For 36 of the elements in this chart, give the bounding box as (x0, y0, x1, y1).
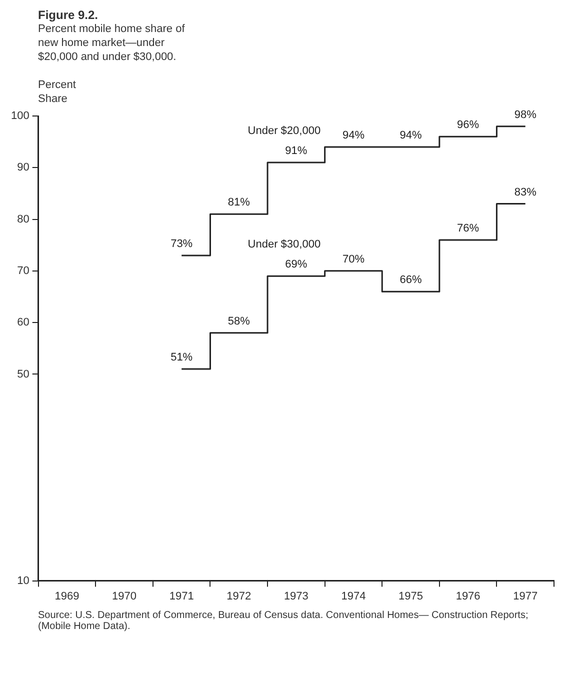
y-tick-label: 90 (17, 162, 30, 174)
x-tick-label: 1970 (112, 590, 137, 602)
y-tick-label: 70 (17, 264, 30, 277)
data-label: 94% (400, 130, 422, 142)
y-tick-label: 10 (17, 574, 30, 587)
data-label: 91% (285, 145, 308, 158)
y-tick-label: 60 (17, 316, 30, 329)
data-label: 69% (285, 258, 308, 271)
data-label: 96% (457, 119, 480, 132)
data-label: 76% (457, 222, 480, 234)
data-label: 66% (400, 274, 422, 286)
x-tick-label: 1975 (398, 590, 424, 602)
data-label: 83% (514, 186, 537, 198)
x-tick-label: 1969 (54, 590, 80, 602)
source-note: Source: U.S. Department of Commerce, Bureau of Census data. Conventional Homes— Construction Reports; (Mobile Home Data). (38, 610, 530, 632)
data-label: 58% (228, 315, 250, 328)
x-tick-label: 1973 (284, 590, 308, 602)
series-label: Under $30,000 (248, 238, 321, 251)
chart-title: Figure 9.2. (38, 8, 100, 22)
y-tick-label: 100 (10, 110, 30, 122)
x-tick-label: 1974 (341, 590, 366, 602)
y-tick-label: 80 (17, 213, 30, 226)
y-axis-title: Percent Share (38, 78, 77, 106)
data-label: 70% (342, 253, 365, 266)
y-tick-label: 50 (17, 368, 30, 380)
data-label: 51% (170, 352, 193, 364)
x-tick-label: 1976 (456, 590, 480, 602)
series-label: Under $20,000 (248, 125, 321, 138)
x-tick-label: 1972 (226, 590, 252, 602)
chart-subtitle: Percent mobile home share of new home market—under $20,000 and under $30,000. (38, 22, 186, 64)
x-tick-label: 1971 (169, 590, 194, 602)
data-label: 73% (170, 238, 193, 250)
data-label: 94% (342, 130, 365, 142)
x-tick-label: 1977 (513, 590, 538, 602)
data-label: 81% (228, 196, 250, 209)
data-label: 98% (514, 108, 537, 121)
